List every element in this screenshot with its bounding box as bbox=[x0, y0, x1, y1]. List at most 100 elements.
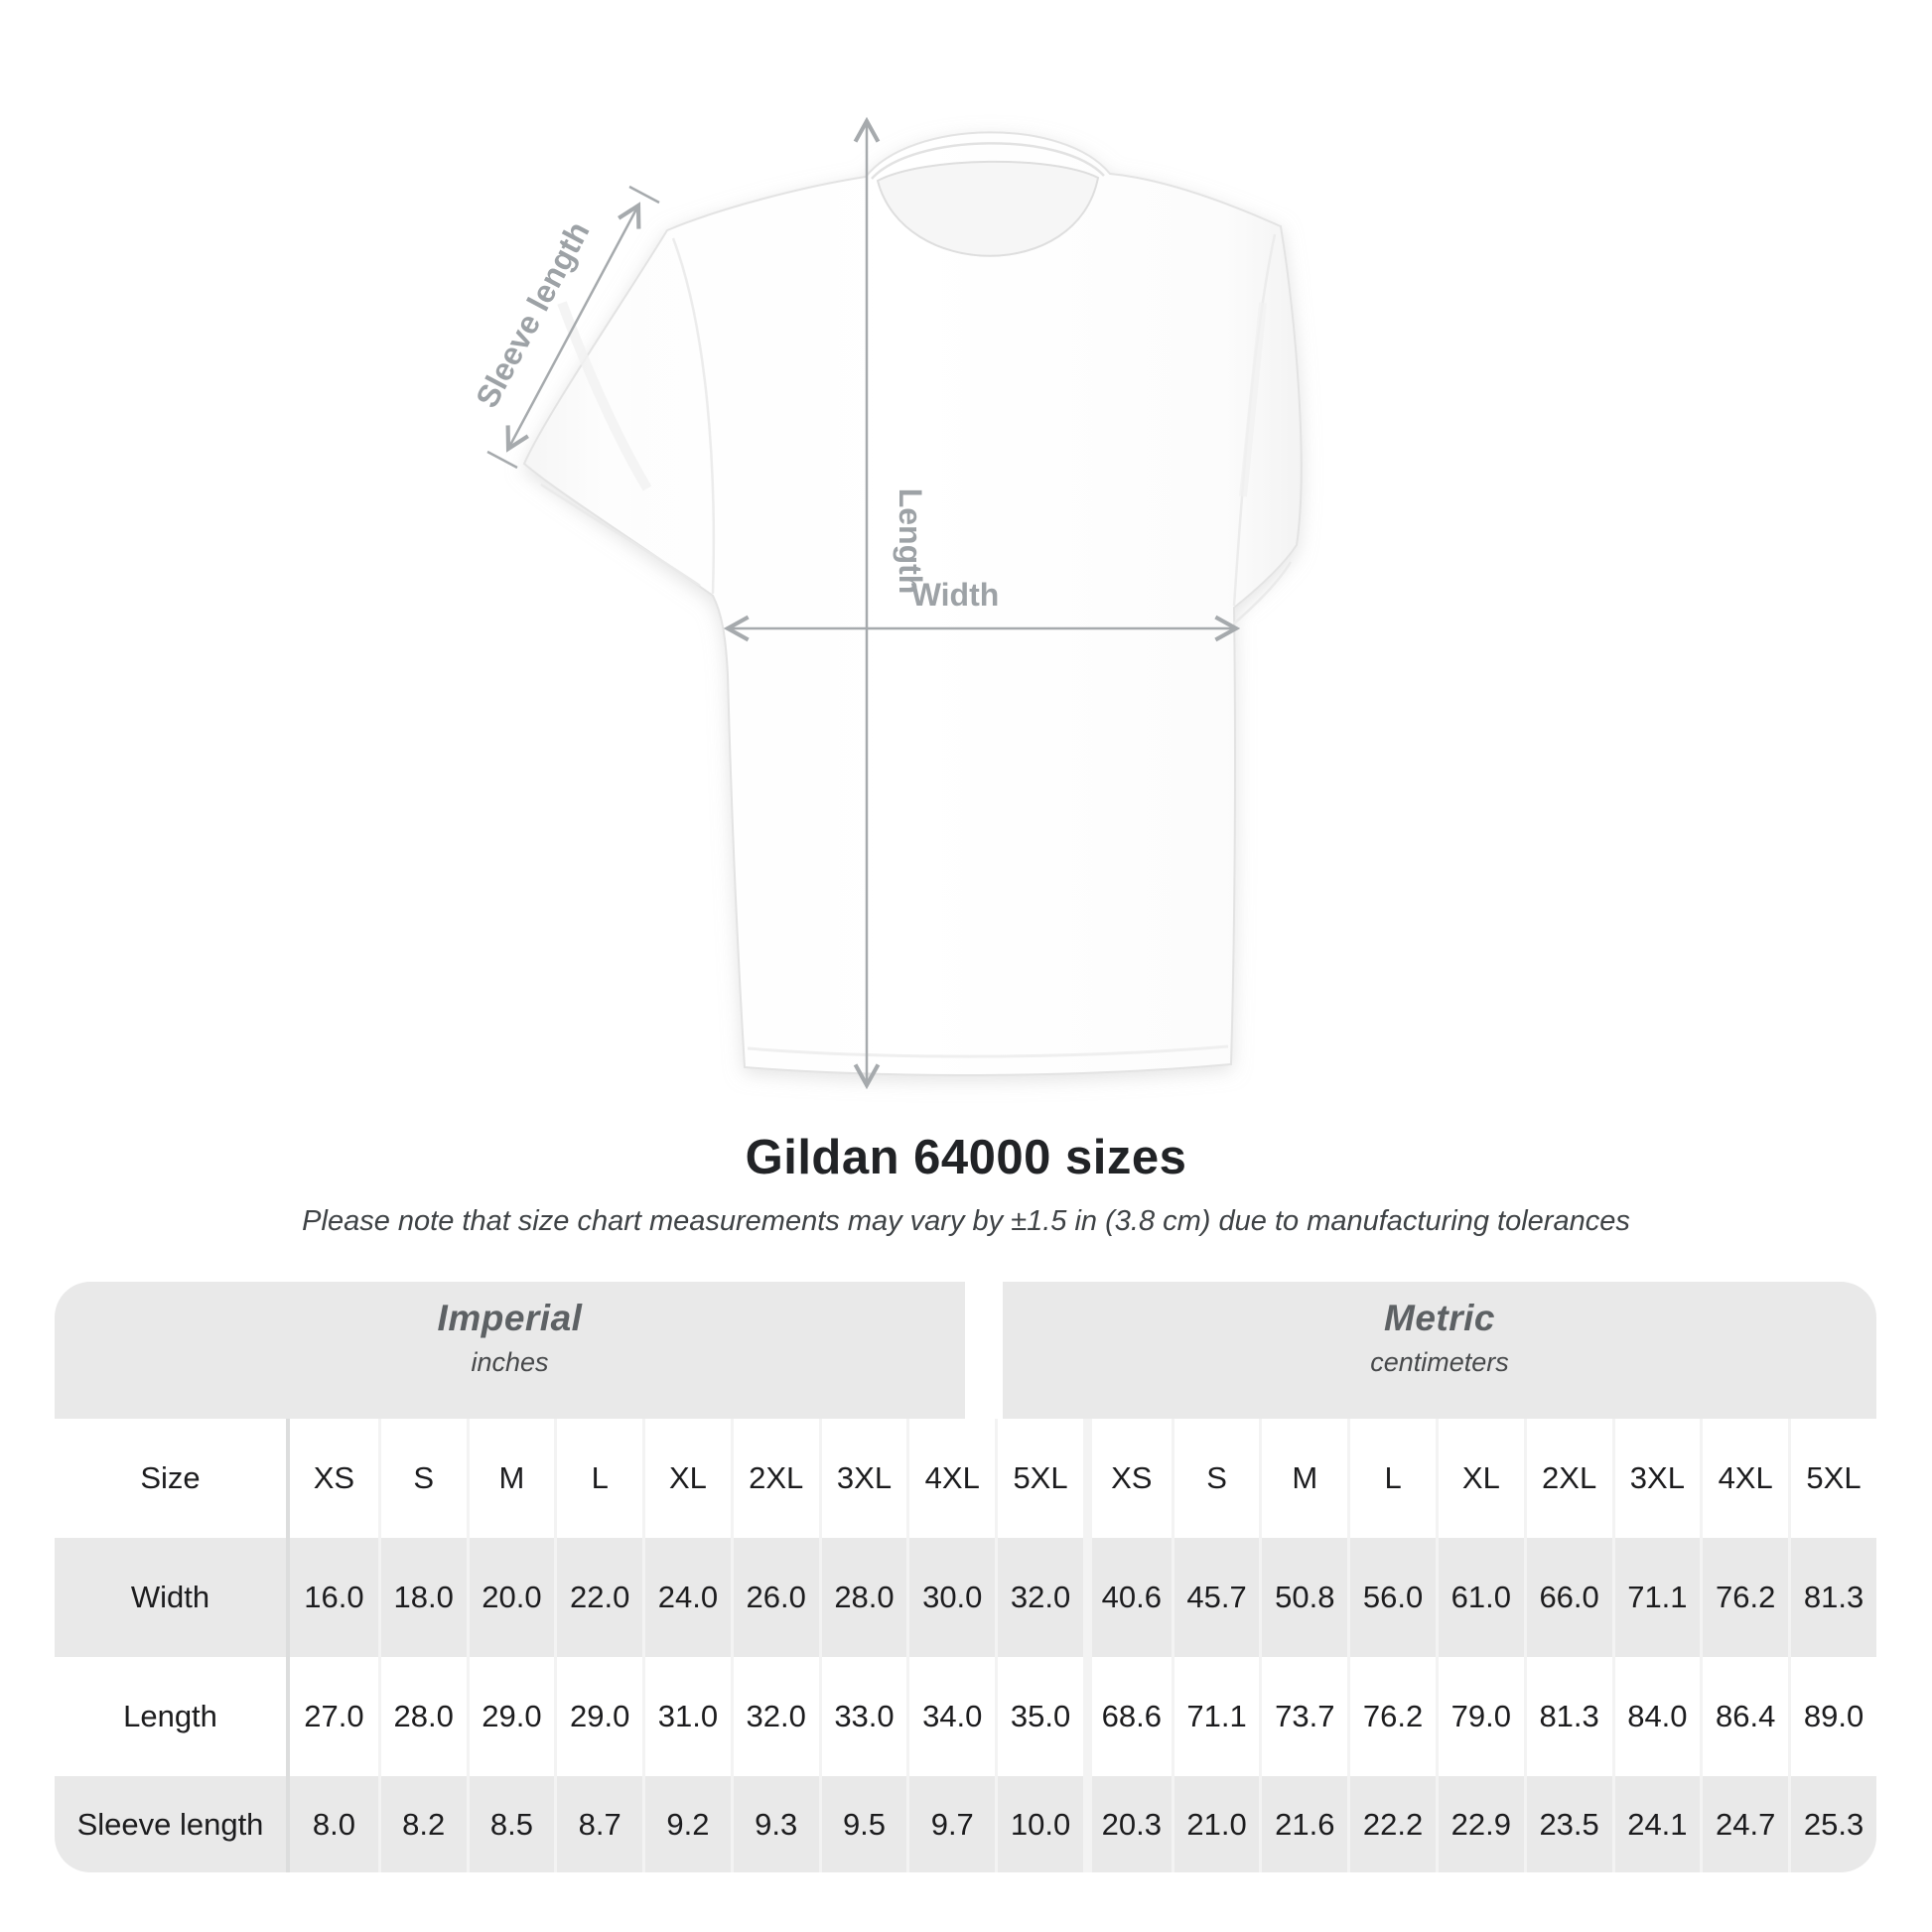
size-header: 3XL bbox=[818, 1419, 907, 1538]
cell-value: 24.0 bbox=[642, 1538, 731, 1657]
size-header: L bbox=[1347, 1419, 1436, 1538]
cell-value: 76.2 bbox=[1700, 1538, 1788, 1657]
metric-unit: centimeters bbox=[1370, 1347, 1509, 1377]
cell-value: 10.0 bbox=[995, 1776, 1083, 1872]
size-header: S bbox=[377, 1419, 467, 1538]
row-label: Length bbox=[55, 1657, 291, 1776]
size-header: S bbox=[1171, 1419, 1260, 1538]
cell-value: 32.0 bbox=[995, 1538, 1083, 1657]
size-header: 4XL bbox=[906, 1419, 995, 1538]
row-label: Sleeve length bbox=[55, 1776, 291, 1872]
cell-value: 35.0 bbox=[995, 1657, 1083, 1776]
cell-value: 81.3 bbox=[1788, 1538, 1876, 1657]
cell-value: 20.0 bbox=[466, 1538, 555, 1657]
cell-value: 68.6 bbox=[1082, 1657, 1172, 1776]
size-header: L bbox=[554, 1419, 642, 1538]
cell-value: 22.2 bbox=[1347, 1776, 1436, 1872]
size-header: XL bbox=[1435, 1419, 1524, 1538]
cell-value: 31.0 bbox=[642, 1657, 731, 1776]
cell-value: 26.0 bbox=[730, 1538, 819, 1657]
cell-value: 81.3 bbox=[1523, 1657, 1612, 1776]
cell-value: 21.0 bbox=[1171, 1776, 1260, 1872]
size-header: M bbox=[466, 1419, 555, 1538]
size-header: 3XL bbox=[1611, 1419, 1701, 1538]
imperial-header: Imperial inches bbox=[55, 1282, 965, 1419]
cell-value: 79.0 bbox=[1435, 1657, 1524, 1776]
metric-header: Metric centimeters bbox=[1003, 1282, 1876, 1419]
size-header: XS bbox=[313, 1460, 355, 1495]
size-chart: Imperial inches Metric centimeters Size … bbox=[55, 1282, 1876, 1872]
cell-value: 84.0 bbox=[1611, 1657, 1701, 1776]
cell-value: 8.7 bbox=[554, 1776, 642, 1872]
size-header: XL bbox=[642, 1419, 731, 1538]
cell-value: 8.5 bbox=[466, 1776, 555, 1872]
cell-value: 28.0 bbox=[818, 1538, 907, 1657]
cell-value: 9.2 bbox=[642, 1776, 731, 1872]
cell-value: 9.7 bbox=[906, 1776, 995, 1872]
size-header: 5XL bbox=[995, 1419, 1083, 1538]
imperial-title: Imperial bbox=[437, 1298, 583, 1338]
cell-value: 22.0 bbox=[554, 1538, 642, 1657]
cell-value: 66.0 bbox=[1523, 1538, 1612, 1657]
cell-value: 61.0 bbox=[1435, 1538, 1524, 1657]
cell-value: 23.5 bbox=[1523, 1776, 1612, 1872]
table-row-sleeve-length: Sleeve length 8.0 8.2 8.5 8.7 9.2 9.3 9.… bbox=[55, 1776, 1876, 1872]
size-header: 4XL bbox=[1700, 1419, 1788, 1538]
cell-value: 86.4 bbox=[1700, 1657, 1788, 1776]
cell-value: 9.3 bbox=[730, 1776, 819, 1872]
collar bbox=[876, 160, 1100, 257]
cell-value: 9.5 bbox=[818, 1776, 907, 1872]
cell-value: 45.7 bbox=[1171, 1538, 1260, 1657]
cell-value: 16.0 bbox=[304, 1580, 364, 1614]
cell-value: 89.0 bbox=[1788, 1657, 1876, 1776]
cell-value: 76.2 bbox=[1347, 1657, 1436, 1776]
size-header-row: Size XS S M L XL 2XL 3XL 4XL 5XL XS S M … bbox=[55, 1419, 1876, 1538]
cell-value: 21.6 bbox=[1259, 1776, 1347, 1872]
size-header: 2XL bbox=[1523, 1419, 1612, 1538]
cell-value: 8.0 bbox=[312, 1806, 355, 1842]
cell-value: 40.6 bbox=[1082, 1538, 1172, 1657]
cell-value: 50.8 bbox=[1259, 1538, 1347, 1657]
cell-value: 20.3 bbox=[1082, 1776, 1172, 1872]
cell-value: 71.1 bbox=[1171, 1657, 1260, 1776]
cell-value: 56.0 bbox=[1347, 1538, 1436, 1657]
cell-value: 27.0 bbox=[304, 1699, 364, 1733]
size-header: XS bbox=[1082, 1419, 1172, 1538]
cell-value: 24.7 bbox=[1700, 1776, 1788, 1872]
sleeve-arrow bbox=[505, 202, 641, 453]
page-subtitle: Please note that size chart measurements… bbox=[302, 1205, 1630, 1237]
title-block: Gildan 64000 sizes Please note that size… bbox=[0, 1130, 1932, 1238]
sleeve-tick-bottom bbox=[486, 450, 518, 470]
dimension-arrows bbox=[486, 116, 1241, 1090]
cell-value: 30.0 bbox=[906, 1538, 995, 1657]
cell-value: 71.1 bbox=[1611, 1538, 1701, 1657]
size-header: M bbox=[1259, 1419, 1347, 1538]
cell-value: 29.0 bbox=[466, 1657, 555, 1776]
cell-value: 33.0 bbox=[818, 1657, 907, 1776]
cell-value: 25.3 bbox=[1788, 1776, 1876, 1872]
size-col-header: Size bbox=[55, 1419, 291, 1538]
size-header: 2XL bbox=[730, 1419, 819, 1538]
cell-value: 18.0 bbox=[377, 1538, 467, 1657]
table-row-length: Length 27.0 28.0 29.0 29.0 31.0 32.0 33.… bbox=[55, 1657, 1876, 1776]
size-table: Size XS S M L XL 2XL 3XL 4XL 5XL XS S M … bbox=[55, 1419, 1876, 1872]
table-row-width: Width 16.0 18.0 20.0 22.0 24.0 26.0 28.0… bbox=[55, 1538, 1876, 1657]
unit-headers: Imperial inches Metric centimeters bbox=[55, 1282, 1876, 1419]
cell-value: 24.1 bbox=[1611, 1776, 1701, 1872]
sleeve-tick-top bbox=[628, 185, 660, 205]
cell-value: 22.9 bbox=[1435, 1776, 1524, 1872]
metric-title: Metric bbox=[1384, 1298, 1495, 1338]
size-header: 5XL bbox=[1788, 1419, 1876, 1538]
width-label: Width bbox=[911, 577, 1000, 613]
cell-value: 32.0 bbox=[730, 1657, 819, 1776]
imperial-unit: inches bbox=[471, 1347, 549, 1377]
cell-value: 28.0 bbox=[377, 1657, 467, 1776]
length-label: Length bbox=[893, 488, 928, 595]
cell-value: 8.2 bbox=[377, 1776, 467, 1872]
cell-value: 73.7 bbox=[1259, 1657, 1347, 1776]
cell-value: 29.0 bbox=[554, 1657, 642, 1776]
page-title: Gildan 64000 sizes bbox=[745, 1131, 1187, 1184]
cell-value: 34.0 bbox=[906, 1657, 995, 1776]
row-label: Width bbox=[55, 1538, 291, 1657]
